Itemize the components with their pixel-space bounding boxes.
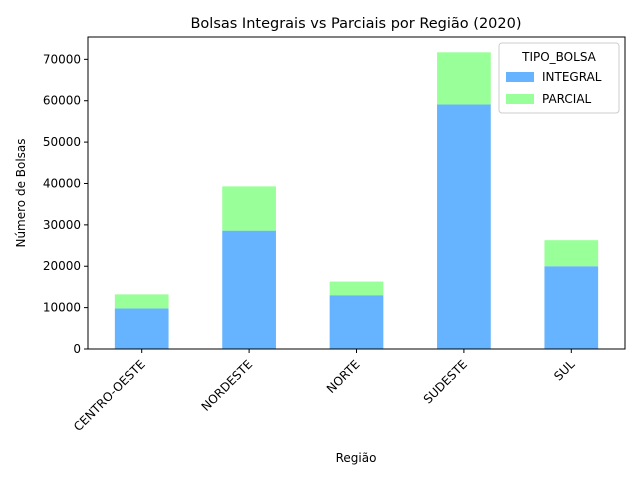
legend: TIPO_BOLSA INTEGRAL PARCIAL [498,42,620,114]
legend-label-parcial: PARCIAL [542,92,592,106]
y-tick-label: 10000 [43,301,81,315]
bar-integral-nordeste [222,230,276,349]
x-tick-label: NORDESTE [199,357,256,414]
bar-parcial-centro-oeste [114,294,169,309]
x-tick-label: SUL [551,357,577,383]
legend-swatch-parcial [506,94,534,104]
y-tick-label: 70000 [43,52,81,66]
legend-label-integral: INTEGRAL [542,70,602,84]
x-tick-label: CENTRO-OESTE [71,357,148,434]
y-tick-label: 40000 [43,176,81,190]
x-axis-label: Região [336,451,377,465]
legend-title: TIPO_BOLSA [521,50,597,64]
bar-integral-sul [544,266,599,349]
y-axis: 0 10000 20000 30000 40000 50000 60000 70000 [43,52,88,356]
y-tick-label: 60000 [43,94,81,108]
y-axis-label: Número de Bolsas [14,138,28,247]
bar-parcial-norte [329,281,384,296]
x-tick-label: NORTE [324,357,363,396]
x-axis: CENTRO-OESTE NORDESTE NORTE SUDESTE SUL [71,349,578,434]
legend-entries: INTEGRAL PARCIAL [506,70,602,106]
y-tick-label: 30000 [43,218,81,232]
x-tick-label: SUDESTE [421,357,470,406]
bar-parcial-nordeste [222,186,276,231]
bar-parcial-sudeste [437,52,491,105]
y-tick-label: 20000 [43,259,81,273]
bar-parcial-sul [544,240,599,267]
legend-swatch-integral [506,72,534,82]
y-tick-label: 0 [73,342,81,356]
bar-integral-sudeste [437,104,491,349]
chart-title: Bolsas Integrais vs Parciais por Região … [190,16,521,32]
y-tick-label: 50000 [43,135,81,149]
bar-integral-centro-oeste [114,308,169,349]
bars-layer [114,52,599,349]
bar-integral-norte [329,295,384,349]
